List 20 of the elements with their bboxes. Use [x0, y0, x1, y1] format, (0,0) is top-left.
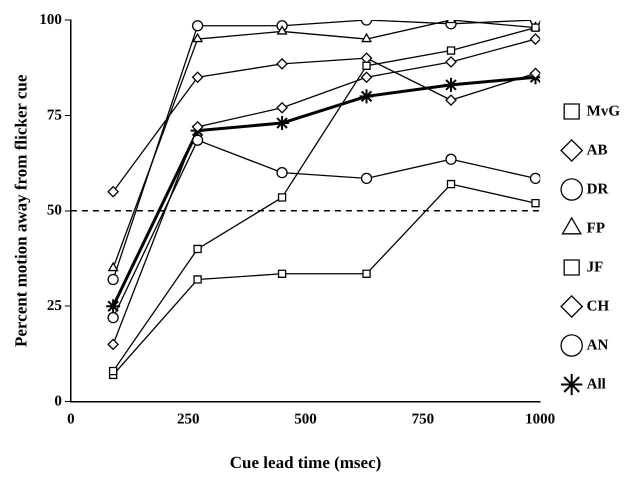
- y-tick-label: 75: [46, 107, 62, 124]
- y-tick-label: 50: [46, 202, 62, 219]
- x-tick-label: 750: [412, 411, 434, 428]
- y-tick-label: 0: [54, 393, 62, 410]
- legend-label: DR: [586, 181, 609, 198]
- y-tick-label: 25: [46, 298, 62, 314]
- y-axis-title: Percent motion away from flicker cue: [12, 74, 31, 348]
- x-tick-label: 0: [67, 411, 75, 428]
- x-tick-label: 1000: [525, 411, 556, 428]
- legend-label: AB: [586, 142, 608, 158]
- x-axis-title: Cue lead time (msec): [230, 453, 382, 472]
- legend-label: JF: [586, 259, 604, 276]
- y-tick-label: 100: [39, 12, 62, 28]
- legend-label: CH: [586, 298, 610, 314]
- legend-label: FP: [586, 220, 606, 236]
- legend-label: All: [586, 376, 606, 392]
- x-tick-label: 500: [294, 411, 317, 428]
- x-tick-label: 250: [176, 411, 200, 428]
- legend-label: MvG: [586, 103, 620, 120]
- legend-label: AN: [586, 337, 609, 354]
